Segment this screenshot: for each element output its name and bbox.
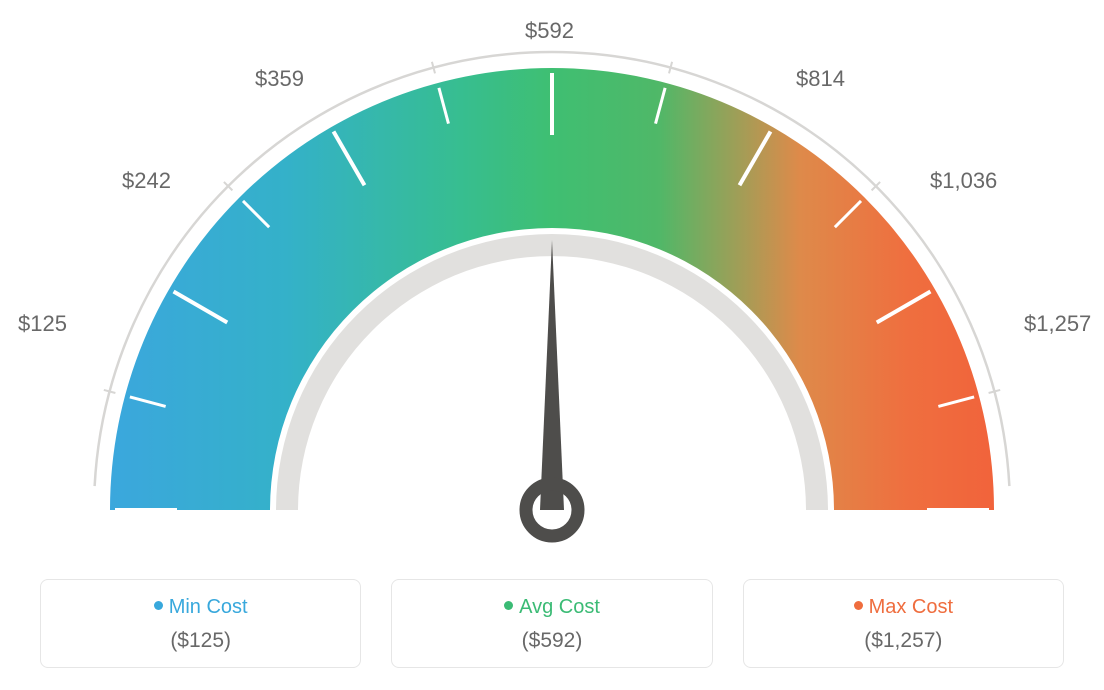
- gauge-area: $125 $242 $359 $592 $814 $1,036 $1,257: [0, 0, 1104, 560]
- legend-label-min: Min Cost: [169, 596, 248, 618]
- legend-dot-avg: [504, 601, 513, 610]
- legend-value-max: ($1,257): [754, 629, 1053, 653]
- gauge-svg: [0, 0, 1104, 560]
- gauge-tick-label: $1,257: [1024, 311, 1091, 337]
- gauge-tick-label: $359: [255, 66, 304, 92]
- legend-label-avg: Avg Cost: [519, 596, 600, 618]
- legend-title-min: Min Cost: [51, 596, 350, 619]
- legend-value-min: ($125): [51, 629, 350, 653]
- legend-row: Min Cost ($125) Avg Cost ($592) Max Cost…: [40, 579, 1064, 668]
- gauge-tick-label: $814: [796, 66, 845, 92]
- legend-card-max: Max Cost ($1,257): [743, 579, 1064, 668]
- gauge-tick-label: $242: [122, 168, 171, 194]
- legend-title-avg: Avg Cost: [402, 596, 701, 619]
- legend-card-min: Min Cost ($125): [40, 579, 361, 668]
- gauge-tick-label: $125: [18, 311, 67, 337]
- cost-gauge-chart: $125 $242 $359 $592 $814 $1,036 $1,257 Min Cos…: [0, 0, 1104, 690]
- legend-dot-max: [854, 601, 863, 610]
- legend-value-avg: ($592): [402, 629, 701, 653]
- gauge-tick-label: $592: [525, 18, 574, 44]
- legend-dot-min: [154, 601, 163, 610]
- legend-card-avg: Avg Cost ($592): [391, 579, 712, 668]
- legend-title-max: Max Cost: [754, 596, 1053, 619]
- gauge-tick-label: $1,036: [930, 168, 997, 194]
- legend-label-max: Max Cost: [869, 596, 953, 618]
